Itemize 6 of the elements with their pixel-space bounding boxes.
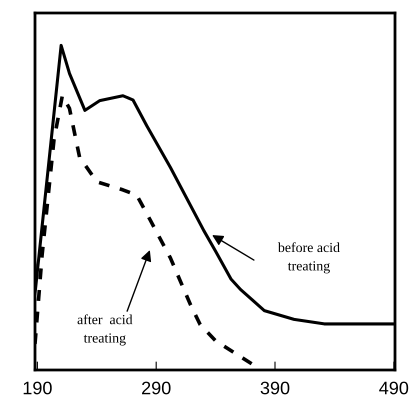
x-tick-label: 190 xyxy=(24,382,52,394)
annotation: after acid treating xyxy=(78,314,132,346)
x-tick-label: 390 xyxy=(260,382,290,394)
annotation: before acid treating xyxy=(278,242,340,274)
x-tick-label: 490 xyxy=(379,382,408,394)
x-tick-label: 290 xyxy=(142,382,171,394)
